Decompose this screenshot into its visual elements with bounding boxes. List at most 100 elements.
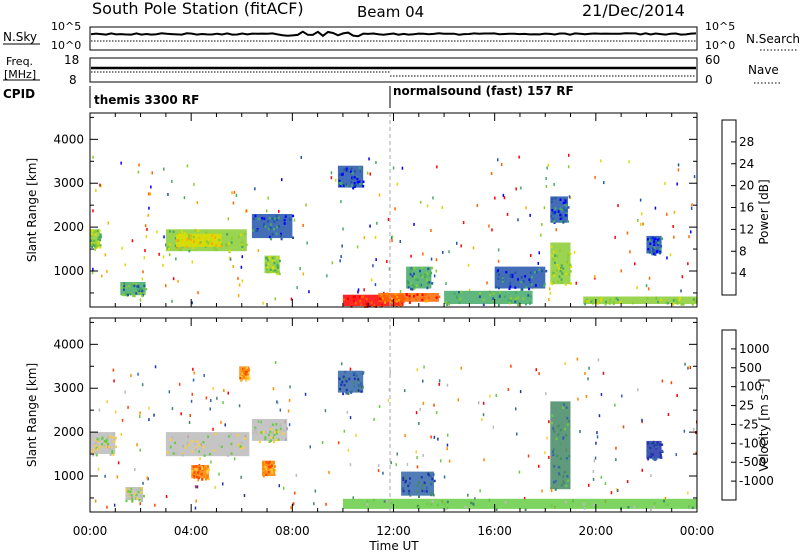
power-region-texture: [356, 180, 359, 184]
velocity-speckle: [116, 475, 119, 479]
velocity-speckle: [346, 410, 349, 414]
power-region-texture: [458, 301, 461, 305]
velocity-region-texture: [273, 431, 276, 434]
power-speckle: [378, 193, 381, 197]
power-region-texture: [356, 177, 359, 181]
power-region-texture: [221, 243, 223, 246]
velocity-speckle: [683, 429, 686, 433]
power-speckle: [144, 224, 147, 228]
velocity-region-texture: [112, 432, 115, 435]
velocity-region-texture: [655, 443, 658, 446]
power-region-texture: [569, 263, 572, 267]
velocity-region-texture: [133, 492, 136, 495]
power-region-texture: [552, 281, 555, 284]
velocity-speckle: [460, 366, 462, 370]
power-region-texture: [648, 239, 651, 242]
velocity-region-texture: [206, 471, 209, 474]
velocity-speckle: [481, 418, 483, 421]
power-speckle: [502, 193, 505, 197]
power-ytick-label: 3000: [53, 176, 84, 190]
power-region-texture: [661, 237, 664, 240]
power-region-texture: [424, 300, 427, 303]
power-region-texture: [497, 277, 500, 280]
velocity-region-texture: [127, 490, 130, 493]
power-speckle: [330, 176, 333, 180]
power-region-texture: [343, 168, 346, 171]
velocity-speckle: [523, 496, 526, 500]
power-region-texture: [554, 196, 557, 200]
velocity-speckle: [447, 433, 449, 437]
power-region-texture: [558, 266, 561, 270]
velocity-region-texture: [94, 451, 97, 455]
velocity-region-texture: [101, 437, 104, 440]
velocity-speckle: [203, 374, 205, 377]
power-speckle: [138, 163, 140, 167]
power-region-texture: [342, 298, 345, 301]
power-speckle: [91, 271, 94, 275]
noise-right-tick-bottom: 10^0: [705, 39, 735, 52]
power-region-texture: [384, 301, 387, 304]
velocity-speckle: [538, 372, 540, 376]
power-region-texture: [356, 176, 359, 179]
power-region-texture: [263, 217, 266, 220]
power-speckle: [548, 298, 550, 301]
power-speckle: [254, 187, 256, 191]
power-region-texture: [277, 271, 280, 274]
power-region-texture: [529, 271, 532, 274]
velocity-region-texture: [472, 503, 475, 506]
power-region-texture: [600, 296, 603, 300]
velocity-region-texture: [372, 498, 375, 502]
velocity-region-texture: [416, 484, 419, 487]
power-region-texture: [168, 230, 171, 233]
power-region-texture: [496, 270, 499, 274]
power-region-texture: [271, 217, 274, 220]
velocity-speckle: [541, 489, 543, 493]
power-region-texture: [228, 249, 231, 252]
velocity-region-texture: [436, 503, 439, 507]
velocity-region-texture: [557, 424, 560, 428]
velocity-region-texture: [105, 438, 108, 442]
power-region-texture: [524, 275, 527, 278]
velocity-region-texture: [242, 367, 245, 371]
power-region-texture: [338, 179, 341, 183]
power-region-texture: [492, 297, 495, 300]
power-region-texture: [692, 298, 695, 301]
velocity-speckle: [290, 506, 292, 510]
velocity-region-texture: [203, 475, 206, 478]
power-speckle: [233, 190, 236, 194]
velocity-region-texture: [433, 479, 436, 483]
power-region-texture: [529, 302, 531, 305]
velocity-region-texture: [138, 499, 141, 502]
power-speckle: [491, 228, 493, 232]
velocity-speckle: [214, 485, 216, 489]
velocity-region-texture: [169, 438, 172, 441]
velocity-region-texture: [207, 465, 210, 468]
power-speckle: [654, 206, 657, 210]
power-region-texture: [263, 224, 265, 228]
power-region-texture: [501, 277, 504, 280]
velocity-speckle: [457, 398, 459, 402]
power-region-texture: [272, 267, 275, 270]
power-region-texture: [268, 257, 271, 260]
power-speckle: [290, 297, 293, 301]
power-region-texture: [370, 301, 373, 305]
power-region-texture: [672, 299, 675, 302]
velocity-speckle: [615, 446, 617, 450]
velocity-region-texture: [191, 439, 193, 443]
velocity-region-texture: [552, 448, 555, 451]
power-colorbar-tick-label: 28: [739, 135, 754, 149]
power-region-texture: [557, 280, 560, 283]
power-region-texture: [428, 296, 430, 299]
power-region-texture: [560, 281, 563, 284]
velocity-region-7: [342, 498, 697, 509]
velocity-speckle: [594, 456, 597, 460]
velocity-speckle: [222, 482, 224, 486]
power-region-texture: [654, 237, 657, 240]
velocity-speckle: [196, 485, 199, 489]
power-region-texture: [407, 282, 410, 285]
power-region-texture: [416, 293, 419, 296]
power-region-texture: [99, 233, 102, 237]
velocity-region-texture: [108, 435, 111, 438]
power-speckle: [555, 228, 557, 232]
velocity-region-texture: [431, 477, 434, 481]
